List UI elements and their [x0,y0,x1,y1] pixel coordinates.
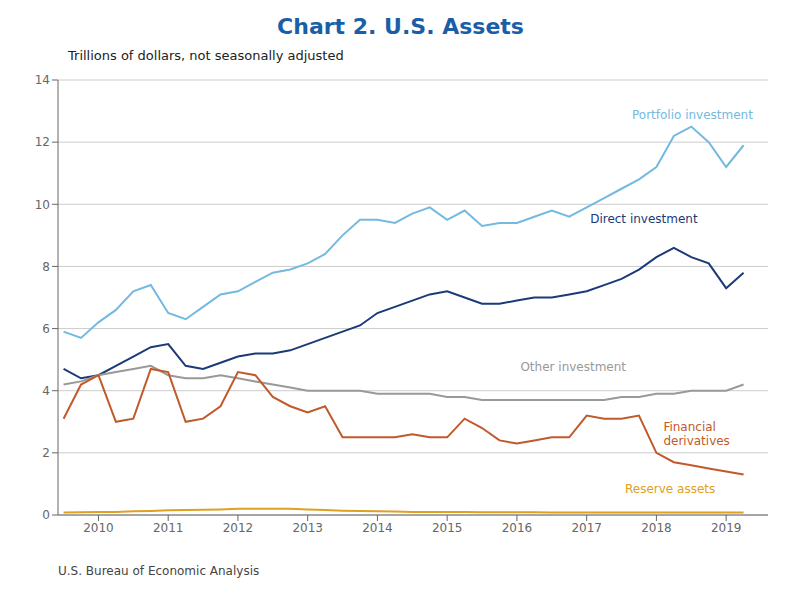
svg-text:2018: 2018 [641,521,672,535]
svg-text:8: 8 [42,260,50,274]
svg-text:4: 4 [42,384,50,398]
svg-text:2016: 2016 [502,521,533,535]
svg-text:2014: 2014 [362,521,393,535]
svg-text:Other investment: Other investment [520,360,626,374]
svg-text:Reserve assets: Reserve assets [625,482,715,496]
svg-text:Portfolio investment: Portfolio investment [632,108,753,122]
svg-text:2: 2 [42,446,50,460]
svg-text:2011: 2011 [153,521,184,535]
svg-text:2010: 2010 [83,521,114,535]
svg-text:14: 14 [35,73,50,87]
svg-text:Financialderivatives: Financialderivatives [663,420,730,448]
svg-text:2015: 2015 [432,521,463,535]
svg-text:12: 12 [35,135,50,149]
svg-text:2012: 2012 [223,521,254,535]
svg-text:0: 0 [42,508,50,522]
svg-text:2017: 2017 [571,521,602,535]
svg-text:10: 10 [35,198,50,212]
html-text:U.S. Bureau of Economic Analys: U.S. Bureau of Economic Analysis [58,564,260,578]
svg-text:6: 6 [42,322,50,336]
html-text:Trillions of dollars, not seas: Trillions of dollars, not seasonally adj… [68,48,344,63]
svg-text:2013: 2013 [292,521,323,535]
html-text:Chart 2. U.S. Assets: Chart 2. U.S. Assets [277,14,524,39]
svg-text:Direct investment: Direct investment [590,212,698,226]
svg-text:2019: 2019 [711,521,742,535]
